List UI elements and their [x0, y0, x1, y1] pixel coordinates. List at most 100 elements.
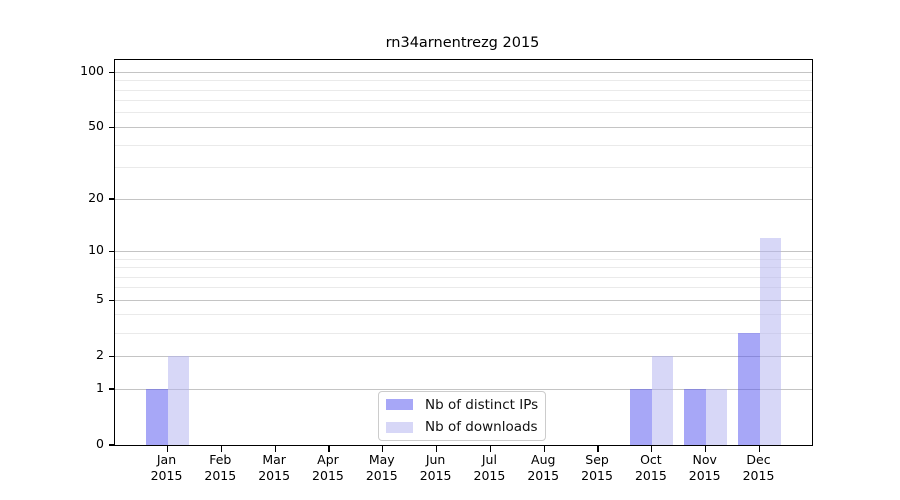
x-tick-month: Jan	[156, 452, 177, 467]
chart-title: rn34arnentrezg 2015	[385, 35, 540, 51]
gridline-major	[115, 126, 812, 128]
x-tick-label: May 2015	[352, 452, 412, 484]
gridline-minor	[115, 258, 812, 260]
x-tick-year: 2015	[419, 468, 452, 483]
y-tick-mark	[108, 299, 114, 301]
y-tick-mark	[108, 198, 114, 200]
gridline-minor	[115, 100, 812, 102]
gridline-major	[115, 299, 812, 301]
gridline-major	[115, 355, 812, 357]
x-tick-month: Jul	[481, 452, 497, 467]
x-tick-mark	[489, 446, 491, 452]
x-tick-mark	[220, 446, 222, 452]
x-tick-year: 2015	[473, 468, 506, 483]
y-tick-label: 50	[88, 118, 104, 134]
x-tick-month: Nov	[692, 452, 717, 467]
x-tick-year: 2015	[312, 468, 344, 483]
x-tick-mark	[758, 446, 761, 452]
gridline-minor	[115, 276, 812, 278]
y-tick-label: 100	[80, 63, 104, 79]
legend: Nb of distinct IPs Nb of downloads	[378, 391, 546, 441]
gridline-major	[115, 250, 812, 252]
y-tick-label: 10	[88, 242, 104, 258]
legend-swatch-distinct-ips	[386, 399, 413, 411]
bar-distinct-ips	[146, 389, 168, 445]
x-axis-labels: Jan 2015 Feb 2015 Mar 2015 Apr 2015 May 2015 Jun 20…	[114, 452, 811, 492]
plot-area	[108, 59, 813, 452]
x-tick-month: Sep	[585, 452, 609, 467]
x-tick-label: Sep 2015	[567, 452, 627, 484]
y-tick-mark	[108, 388, 114, 390]
legend-swatch-downloads	[386, 421, 413, 433]
bar-downloads	[167, 356, 189, 445]
x-tick-mark	[328, 446, 330, 452]
x-tick-mark	[274, 446, 276, 452]
y-tick-label: 1	[96, 380, 104, 395]
x-tick-mark	[597, 446, 599, 452]
x-tick-month: Feb	[209, 452, 232, 467]
bar-downloads	[705, 389, 728, 445]
x-tick-year: 2015	[258, 468, 291, 483]
x-tick-month: Apr	[317, 452, 339, 467]
x-tick-month: Dec	[746, 452, 771, 467]
x-tick-label: Jul 2015	[459, 452, 519, 484]
y-tick-label: 2	[96, 347, 104, 363]
bar-distinct-ips	[684, 389, 706, 445]
gridline-minor	[115, 112, 812, 114]
x-tick-year: 2015	[581, 468, 613, 483]
legend-label: Nb of distinct IPs	[425, 396, 539, 413]
x-tick-mark	[705, 446, 707, 452]
y-tick-mark	[108, 355, 114, 357]
legend-item: Nb of downloads	[386, 419, 538, 437]
x-tick-mark	[651, 446, 653, 452]
x-tick-label: Aug 2015	[513, 452, 573, 484]
x-tick-label: Nov 2015	[675, 452, 735, 484]
y-tick-mark	[108, 250, 114, 252]
gridline-major	[115, 388, 812, 390]
x-tick-month: Mar	[262, 452, 286, 467]
x-tick-year: 2015	[742, 468, 775, 483]
gridline-minor	[115, 89, 812, 91]
gridline-minor	[115, 314, 812, 316]
x-tick-year: 2015	[527, 468, 560, 483]
x-tick-label: Feb 2015	[190, 452, 250, 484]
y-tick-label: 20	[88, 190, 104, 206]
x-tick-month: Aug	[531, 452, 556, 467]
legend-item: Nb of distinct IPs	[386, 396, 539, 414]
y-axis-labels: 0 1 2 5 10 20 50 100	[0, 59, 106, 451]
bar-distinct-ips	[630, 389, 652, 445]
y-tick-mark	[108, 71, 114, 73]
y-tick-label: 0	[96, 436, 104, 451]
x-tick-year: 2015	[688, 468, 721, 483]
gridline-minor	[115, 167, 812, 169]
x-tick-year: 2015	[634, 468, 667, 483]
y-tick-label: 5	[96, 291, 104, 307]
legend-label: Nb of downloads	[425, 419, 538, 436]
x-tick-year: 2015	[365, 468, 398, 483]
x-tick-month: May	[368, 452, 395, 467]
x-tick-month: Oct	[640, 452, 662, 467]
gridline-major	[115, 71, 812, 73]
y-tick-mark	[108, 126, 114, 128]
gridline-minor	[115, 332, 812, 334]
bar-distinct-ips	[738, 333, 760, 445]
gridline-minor	[115, 80, 812, 82]
x-tick-mark	[436, 446, 438, 452]
bar-downloads	[759, 237, 782, 445]
x-tick-mark	[543, 446, 545, 452]
gridline-minor	[115, 144, 812, 146]
y-tick-mark	[108, 444, 114, 446]
x-tick-year: 2015	[150, 468, 183, 483]
x-tick-label: Oct 2015	[621, 452, 681, 484]
x-tick-mark	[382, 446, 384, 452]
x-tick-month: Jun	[425, 452, 446, 467]
x-tick-year: 2015	[204, 468, 237, 483]
gridline-major	[115, 198, 812, 200]
x-tick-mark	[166, 446, 169, 452]
x-tick-label: Dec 2015	[729, 452, 789, 484]
x-tick-label: Apr 2015	[298, 452, 358, 484]
x-tick-label: Jun 2015	[406, 452, 466, 484]
x-tick-label: Mar 2015	[244, 452, 304, 484]
gridline-minor	[115, 287, 812, 289]
